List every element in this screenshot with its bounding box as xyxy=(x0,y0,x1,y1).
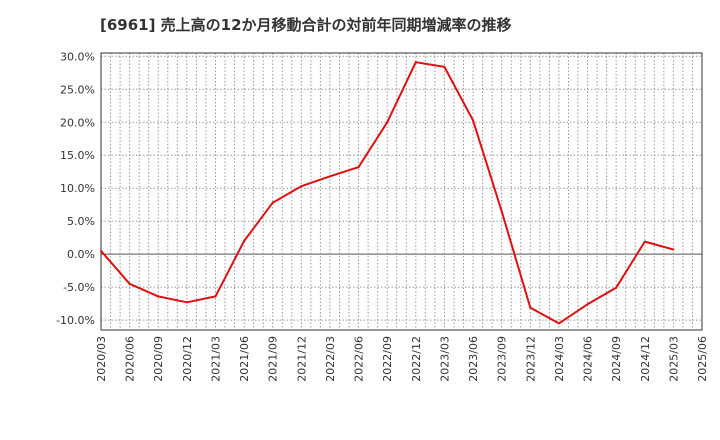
y-tick-label: 0.0% xyxy=(67,248,95,261)
x-tick-label: 2021/09 xyxy=(267,336,280,382)
x-axis: 2020/03 2020/06 2020/09 2020/12 2021/03 2021/… xyxy=(95,336,709,382)
data-point xyxy=(128,282,131,285)
data-point xyxy=(472,119,475,122)
data-point xyxy=(100,249,102,252)
x-tick-label: 2022/09 xyxy=(381,336,394,382)
chart-title: [6961] 売上高の12か月移動合計の対前年同期増減率の推移 xyxy=(100,16,512,34)
data-point xyxy=(672,248,675,251)
data-point xyxy=(214,295,217,298)
data-point xyxy=(500,210,503,213)
data-point xyxy=(386,121,389,124)
data-point xyxy=(185,301,188,304)
x-tick-label: 2020/12 xyxy=(181,336,194,382)
y-tick-label: 25.0% xyxy=(60,83,95,96)
data-point xyxy=(529,306,532,309)
plot-frame xyxy=(100,52,703,331)
x-tick-label: 2022/06 xyxy=(353,336,366,382)
data-point xyxy=(557,322,560,325)
grid xyxy=(101,53,702,330)
x-tick-label: 2023/06 xyxy=(467,336,480,382)
x-tick-label: 2024/09 xyxy=(610,336,623,382)
data-point xyxy=(443,65,446,68)
data-point xyxy=(271,201,274,204)
x-tick-label: 2023/03 xyxy=(438,336,451,382)
y-tick-label: 10.0% xyxy=(60,182,95,195)
x-tick-label: 2020/09 xyxy=(152,336,165,382)
x-tick-label: 2025/06 xyxy=(696,336,709,382)
x-tick-label: 2020/06 xyxy=(124,336,137,382)
data-point xyxy=(643,240,646,243)
data-point xyxy=(243,239,246,242)
x-tick-label: 2022/03 xyxy=(324,336,337,382)
data-point xyxy=(414,61,417,64)
x-tick-label: 2023/09 xyxy=(496,336,509,382)
x-tick-label: 2024/12 xyxy=(639,336,652,382)
x-tick-label: 2021/12 xyxy=(295,336,308,382)
x-tick-label: 2020/03 xyxy=(95,336,108,382)
data-point xyxy=(328,175,331,178)
y-tick-label: 5.0% xyxy=(67,215,95,228)
y-tick-label: 20.0% xyxy=(60,116,95,129)
x-tick-label: 2024/06 xyxy=(582,336,595,382)
data-point xyxy=(157,295,160,298)
y-tick-label: -10.0% xyxy=(56,314,95,327)
y-tick-label: -5.0% xyxy=(63,281,95,294)
series xyxy=(100,61,675,325)
data-point xyxy=(357,166,360,169)
x-tick-label: 2025/03 xyxy=(667,336,680,382)
y-tick-label: 30.0% xyxy=(60,50,95,63)
x-tick-label: 2021/03 xyxy=(209,336,222,382)
x-tick-label: 2021/06 xyxy=(238,336,251,382)
x-tick-label: 2024/03 xyxy=(553,336,566,382)
y-tick-label: 15.0% xyxy=(60,149,95,162)
x-tick-label: 2022/12 xyxy=(410,336,423,382)
data-point xyxy=(300,185,303,188)
data-point xyxy=(586,303,589,306)
y-axis: 30.0% 25.0% 20.0% 15.0% 10.0% 5.0% 0.0% -5.0% -1… xyxy=(56,50,95,327)
data-point xyxy=(615,286,618,289)
x-tick-label: 2023/12 xyxy=(524,336,537,382)
